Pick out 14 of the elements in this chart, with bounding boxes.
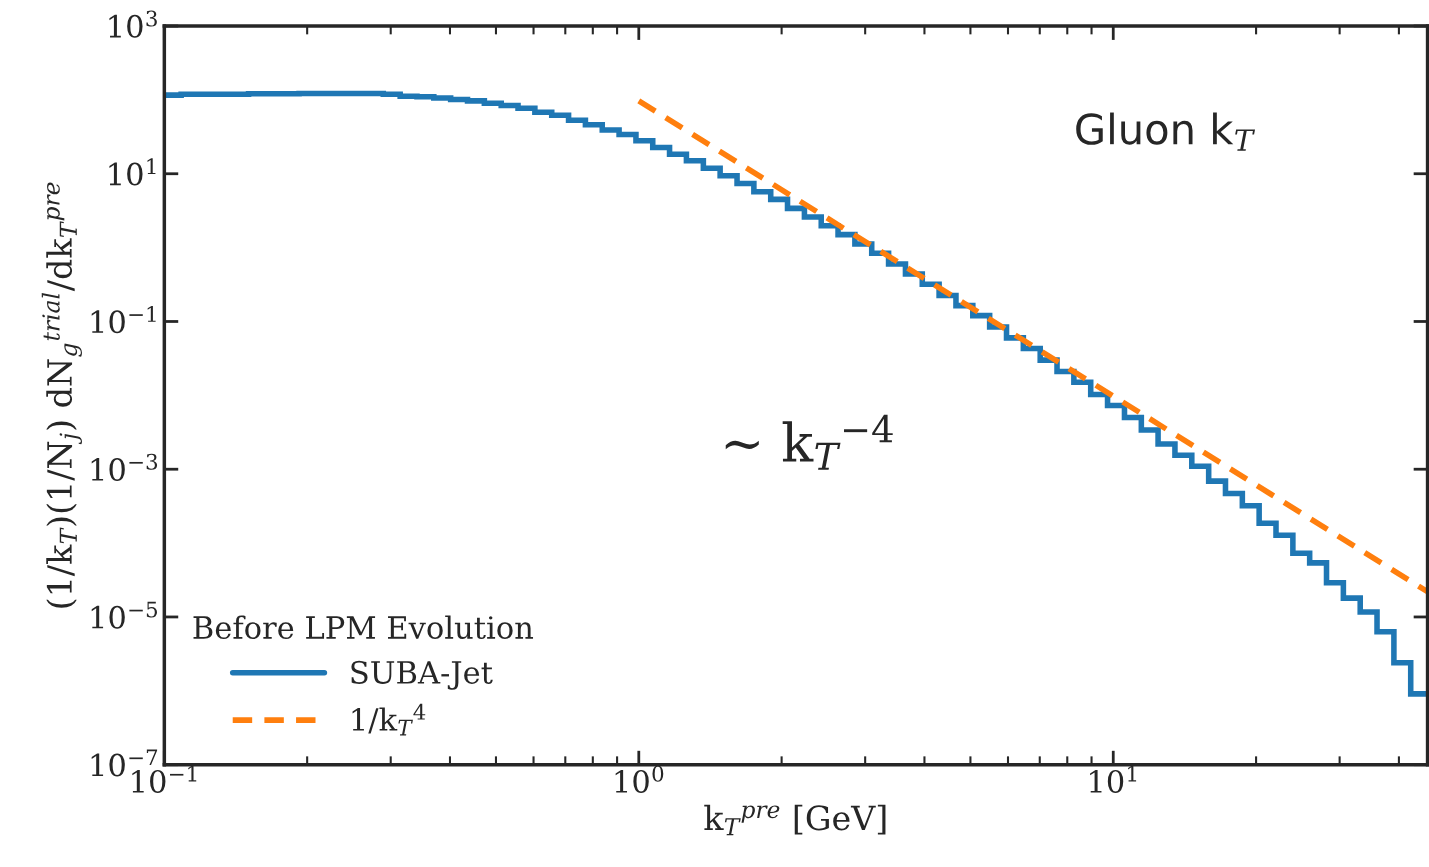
- legend-label: 1/k$_{T}$$^{4}$: [352, 703, 426, 736]
- y-tick-label: 10$^{−3}$: [91, 453, 158, 482]
- legend-title: Before LPM Evolution: [193, 615, 534, 640]
- text: (1/k$_{T}$)(1/N$_{j}$) dN$_{g}$$^{trial}$/dk$_{T}$$^{pre}$: [41, 182, 82, 608]
- y-tick-label: 10$^{−1}$: [91, 305, 156, 334]
- y-tick-label: 10$^{3}$: [109, 10, 157, 38]
- x-tick-label: 10$^{1}$: [1090, 765, 1137, 793]
- x-tick-label: 10$^{0}$: [615, 765, 664, 793]
- y-tick-label: 10$^{1}$: [109, 158, 156, 186]
- annotation: ∼ k$_{T}$$^{−4}$: [725, 414, 893, 470]
- x-axis-title: k$_{T}$$^{pre}$ [GeV]: [704, 804, 886, 836]
- legend-label: SUBA-Jet: [351, 660, 493, 690]
- annotation: Gluon k$_{T}$: [1076, 112, 1256, 151]
- y-tick-label: 10$^{−5}$: [91, 601, 158, 629]
